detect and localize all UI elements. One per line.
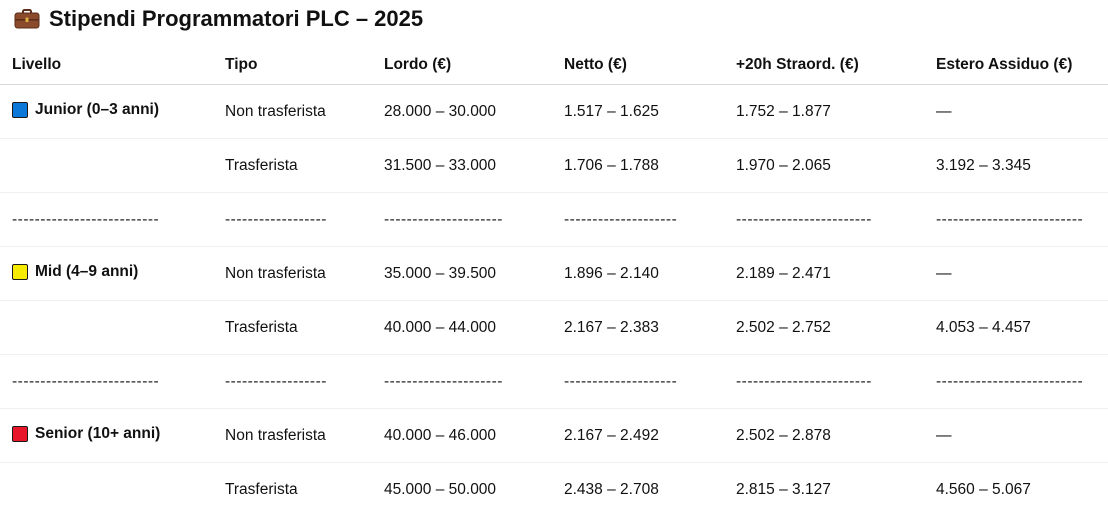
header-lordo: Lordo (€) [372,46,552,85]
straord-cell: 2.502 – 2.878 [724,408,924,463]
header-tipo: Tipo [213,46,372,85]
title-text: Stipendi Programmatori PLC – 2025 [49,6,424,31]
level-cell: Senior (10+ anni) [0,408,213,463]
header-estero: Estero Assiduo (€) [924,46,1108,85]
header-netto: Netto (€) [552,46,724,85]
separator-cell: -------------------------- [0,192,213,247]
page-title: Stipendi Programmatori PLC – 2025 [14,4,423,34]
separator-cell: ------------------------ [724,354,924,409]
tipo-cell: Non trasferista [213,84,372,139]
separator-cell: --------------------- [372,192,552,247]
separator-cell: -------------------- [552,192,724,247]
netto-cell: 1.896 – 2.140 [552,246,724,301]
separator-cell: ------------------------ [724,192,924,247]
estero-cell: — [924,246,1108,301]
level-cell [0,138,213,193]
tipo-cell: Non trasferista [213,408,372,463]
estero-cell: 4.560 – 5.067 [936,480,1031,498]
netto-cell: 1.706 – 1.788 [552,138,724,193]
table-row: Trasferista 40.000 – 44.000 2.167 – 2.38… [0,300,1108,355]
separator-cell: -------------------------- [0,354,213,409]
lordo-cell: 45.000 – 50.000 [384,480,497,498]
netto-cell: 1.517 – 1.625 [552,84,724,139]
netto-cell: 2.167 – 2.492 [552,408,724,463]
separator-row: -------------------------- -------------… [0,192,1108,247]
straord-cell: 1.970 – 2.065 [724,138,924,193]
estero-cell: — [924,408,1108,463]
lordo-cell: 28.000 – 30.000 [372,84,552,139]
separator-cell: ------------------ [213,354,372,409]
straord-cell: 2.815 – 3.127 [736,480,831,498]
tipo-cell: Trasferista [213,300,372,355]
briefcase-icon [14,9,40,29]
separator-cell: -------------------------- [924,192,1108,247]
table-row: Trasferista 45.000 – 50.000 2.438 – 2.70… [0,463,1108,517]
straord-cell: 2.189 – 2.471 [724,246,924,301]
separator-cell: -------------------------- [924,354,1108,409]
estero-cell: 3.192 – 3.345 [924,138,1108,193]
yellow-square-icon [12,263,28,280]
estero-cell: — [924,84,1108,139]
lordo-cell: 40.000 – 44.000 [372,300,552,355]
level-label: Junior (0–3 anni) [35,100,160,118]
netto-cell: 2.167 – 2.383 [552,300,724,355]
table-header-row: Livello Tipo Lordo (€) Netto (€) +20h St… [0,46,1108,85]
table-row: Trasferista 31.500 – 33.000 1.706 – 1.78… [0,138,1108,193]
header-livello: Livello [0,46,213,85]
level-cell: Mid (4–9 anni) [0,246,213,301]
netto-cell: 2.438 – 2.708 [564,480,659,498]
lordo-cell: 31.500 – 33.000 [372,138,552,193]
lordo-cell: 35.000 – 39.500 [372,246,552,301]
separator-cell: --------------------- [372,354,552,409]
level-label: Senior (10+ anni) [35,424,161,442]
tipo-cell: Trasferista [225,480,298,498]
tipo-cell: Trasferista [213,138,372,193]
level-cell: Junior (0–3 anni) [0,84,213,139]
tipo-cell: Non trasferista [213,246,372,301]
straord-cell: 2.502 – 2.752 [724,300,924,355]
estero-cell: 4.053 – 4.457 [924,300,1108,355]
separator-cell: -------------------- [552,354,724,409]
straord-cell: 1.752 – 1.877 [724,84,924,139]
table-row: Mid (4–9 anni) Non trasferista 35.000 – … [0,246,1108,301]
level-cell [0,300,213,355]
separator-row: -------------------------- -------------… [0,354,1108,409]
separator-cell: ------------------ [213,192,372,247]
salary-table: Livello Tipo Lordo (€) Netto (€) +20h St… [0,46,1108,516]
red-square-icon [12,425,28,442]
level-label: Mid (4–9 anni) [35,262,139,280]
level-cell [0,463,213,517]
header-straordinari: +20h Straord. (€) [724,46,924,85]
table-row: Junior (0–3 anni) Non trasferista 28.000… [0,84,1108,139]
table-row: Senior (10+ anni) Non trasferista 40.000… [0,408,1108,463]
lordo-cell: 40.000 – 46.000 [372,408,552,463]
blue-square-icon [12,101,28,118]
